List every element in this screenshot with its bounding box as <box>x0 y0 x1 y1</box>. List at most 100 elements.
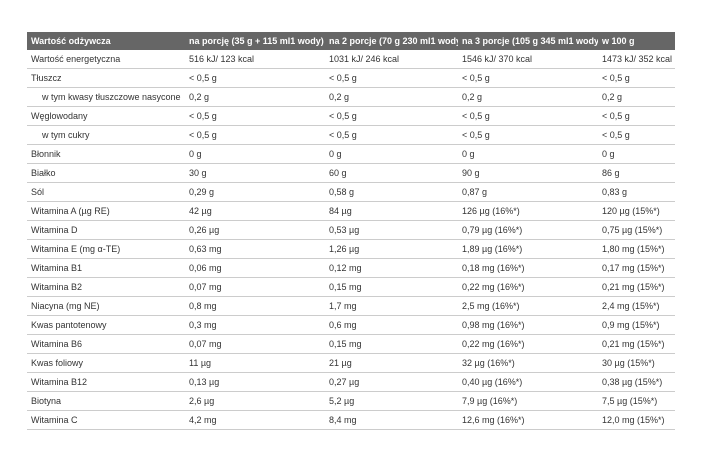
row-label: w tym kwasy tłuszczowe nasycone <box>27 87 185 107</box>
cell: 1031 kJ/ 246 kcal <box>325 50 458 69</box>
cell: 11 µg <box>185 353 325 373</box>
cell: 0 g <box>458 144 598 164</box>
cell: 0,63 mg <box>185 239 325 259</box>
table-row: Białko 30 g 60 g 90 g 86 g <box>27 163 675 183</box>
table-row: Witamina B2 0,07 mg 0,15 mg 0,22 mg (16%*) 0… <box>27 277 675 297</box>
cell: < 0,5 g <box>598 125 675 145</box>
cell: < 0,5 g <box>458 106 598 126</box>
cell: 1,89 µg (16%*) <box>458 239 598 259</box>
cell: 0,58 g <box>325 182 458 202</box>
cell: 0,2 g <box>185 87 325 107</box>
cell: 1473 kJ/ 352 kcal <box>598 50 675 69</box>
cell: 30 µg (15%*) <box>598 353 675 373</box>
row-label: w tym cukry <box>27 125 185 145</box>
cell: 0 g <box>185 144 325 164</box>
cell: 0,98 mg (16%*) <box>458 315 598 335</box>
cell: 0,06 mg <box>185 258 325 278</box>
cell: 0,21 mg (15%*) <box>598 277 675 297</box>
cell: 0,75 µg (15%*) <box>598 220 675 240</box>
cell: 0,87 g <box>458 182 598 202</box>
cell: < 0,5 g <box>458 68 598 88</box>
cell: 120 µg (15%*) <box>598 201 675 221</box>
cell: < 0,5 g <box>325 106 458 126</box>
table-row: Witamina C 4,2 mg 8,4 mg 12,6 mg (16%*) 12,0… <box>27 410 675 430</box>
cell: 516 kJ/ 123 kcal <box>185 50 325 69</box>
cell: 0,18 mg (16%*) <box>458 258 598 278</box>
row-label: Witamina E (mg α-TE) <box>27 239 185 259</box>
table-row: Witamina B6 0,07 mg 0,15 mg 0,22 mg (16%*) 0… <box>27 334 675 354</box>
cell: 2,4 mg (15%*) <box>598 296 675 316</box>
cell: < 0,5 g <box>598 68 675 88</box>
cell: 30 g <box>185 163 325 183</box>
table-row: Tłuszcz < 0,5 g < 0,5 g < 0,5 g < 0,5 g <box>27 68 675 88</box>
header-cell: na porcję (35 g + 115 ml1 wody) <box>185 32 325 50</box>
cell: 0,40 µg (16%*) <box>458 372 598 392</box>
cell: 0,26 µg <box>185 220 325 240</box>
table-row: Biotyna 2,6 µg 5,2 µg 7,9 µg (16%*) 7,5 µg (… <box>27 391 675 411</box>
cell: 0,22 mg (16%*) <box>458 334 598 354</box>
cell: 0,07 mg <box>185 334 325 354</box>
row-label: Biotyna <box>27 391 185 411</box>
cell: < 0,5 g <box>458 125 598 145</box>
table-header: Wartość odżywcza na porcję (35 g + 115 ml… <box>27 32 675 50</box>
cell: 8,4 mg <box>325 410 458 430</box>
cell: < 0,5 g <box>185 68 325 88</box>
row-label: Kwas pantotenowy <box>27 315 185 335</box>
cell: 5,2 µg <box>325 391 458 411</box>
cell: 0,15 mg <box>325 334 458 354</box>
cell: 0,83 g <box>598 182 675 202</box>
cell: < 0,5 g <box>325 68 458 88</box>
cell: 60 g <box>325 163 458 183</box>
row-label: Tłuszcz <box>27 68 185 88</box>
table-row: w tym cukry < 0,5 g < 0,5 g < 0,5 g < 0,5 g <box>27 125 675 145</box>
cell: 0,2 g <box>458 87 598 107</box>
cell: 12,6 mg (16%*) <box>458 410 598 430</box>
cell: 0,27 µg <box>325 372 458 392</box>
cell: 84 µg <box>325 201 458 221</box>
row-label: Niacyna (mg NE) <box>27 296 185 316</box>
table-row: Witamina B12 0,13 µg 0,27 µg 0,40 µg (16%*)… <box>27 372 675 392</box>
cell: 0,2 g <box>598 87 675 107</box>
cell: 90 g <box>458 163 598 183</box>
row-label: Witamina B6 <box>27 334 185 354</box>
cell: 2,5 mg (16%*) <box>458 296 598 316</box>
row-label: Białko <box>27 163 185 183</box>
row-label: Witamina A (µg RE) <box>27 201 185 221</box>
table-row: Kwas pantotenowy 0,3 mg 0,6 mg 0,98 mg (16%… <box>27 315 675 335</box>
row-label: Wartość energetyczna <box>27 50 185 69</box>
table-row: Niacyna (mg NE) 0,8 mg 1,7 mg 2,5 mg (16%*)… <box>27 296 675 316</box>
header-cell: na 2 porcje (70 g 230 ml1 wody <box>325 32 458 50</box>
cell: 0,2 g <box>325 87 458 107</box>
cell: 0,22 mg (16%*) <box>458 277 598 297</box>
row-label: Kwas foliowy <box>27 353 185 373</box>
row-label: Sól <box>27 182 185 202</box>
cell: 32 µg (16%*) <box>458 353 598 373</box>
table-row: Kwas foliowy 11 µg 21 µg 32 µg (16%*) 30 µg … <box>27 353 675 373</box>
cell: 0 g <box>325 144 458 164</box>
cell: 0,07 mg <box>185 277 325 297</box>
header-row: Wartość odżywcza na porcję (35 g + 115 ml… <box>27 32 675 50</box>
cell: 7,9 µg (16%*) <box>458 391 598 411</box>
cell: < 0,5 g <box>598 106 675 126</box>
cell: 0,9 mg (15%*) <box>598 315 675 335</box>
header-cell: na 3 porcje (105 g 345 ml1 wody <box>458 32 598 50</box>
cell: 7,5 µg (15%*) <box>598 391 675 411</box>
cell: 0,12 mg <box>325 258 458 278</box>
cell: < 0,5 g <box>185 106 325 126</box>
cell: 0,13 µg <box>185 372 325 392</box>
cell: 1,26 µg <box>325 239 458 259</box>
cell: < 0,5 g <box>185 125 325 145</box>
table-row: w tym kwasy tłuszczowe nasycone 0,2 g 0,2 … <box>27 87 675 107</box>
nutrition-table: Wartość odżywcza na porcję (35 g + 115 ml… <box>27 32 675 430</box>
cell: < 0,5 g <box>325 125 458 145</box>
cell: 21 µg <box>325 353 458 373</box>
cell: 0,8 mg <box>185 296 325 316</box>
cell: 86 g <box>598 163 675 183</box>
cell: 0,6 mg <box>325 315 458 335</box>
cell: 0,3 mg <box>185 315 325 335</box>
header-cell: w 100 g <box>598 32 675 50</box>
header-cell: Wartość odżywcza <box>27 32 185 50</box>
row-label: Witamina B2 <box>27 277 185 297</box>
